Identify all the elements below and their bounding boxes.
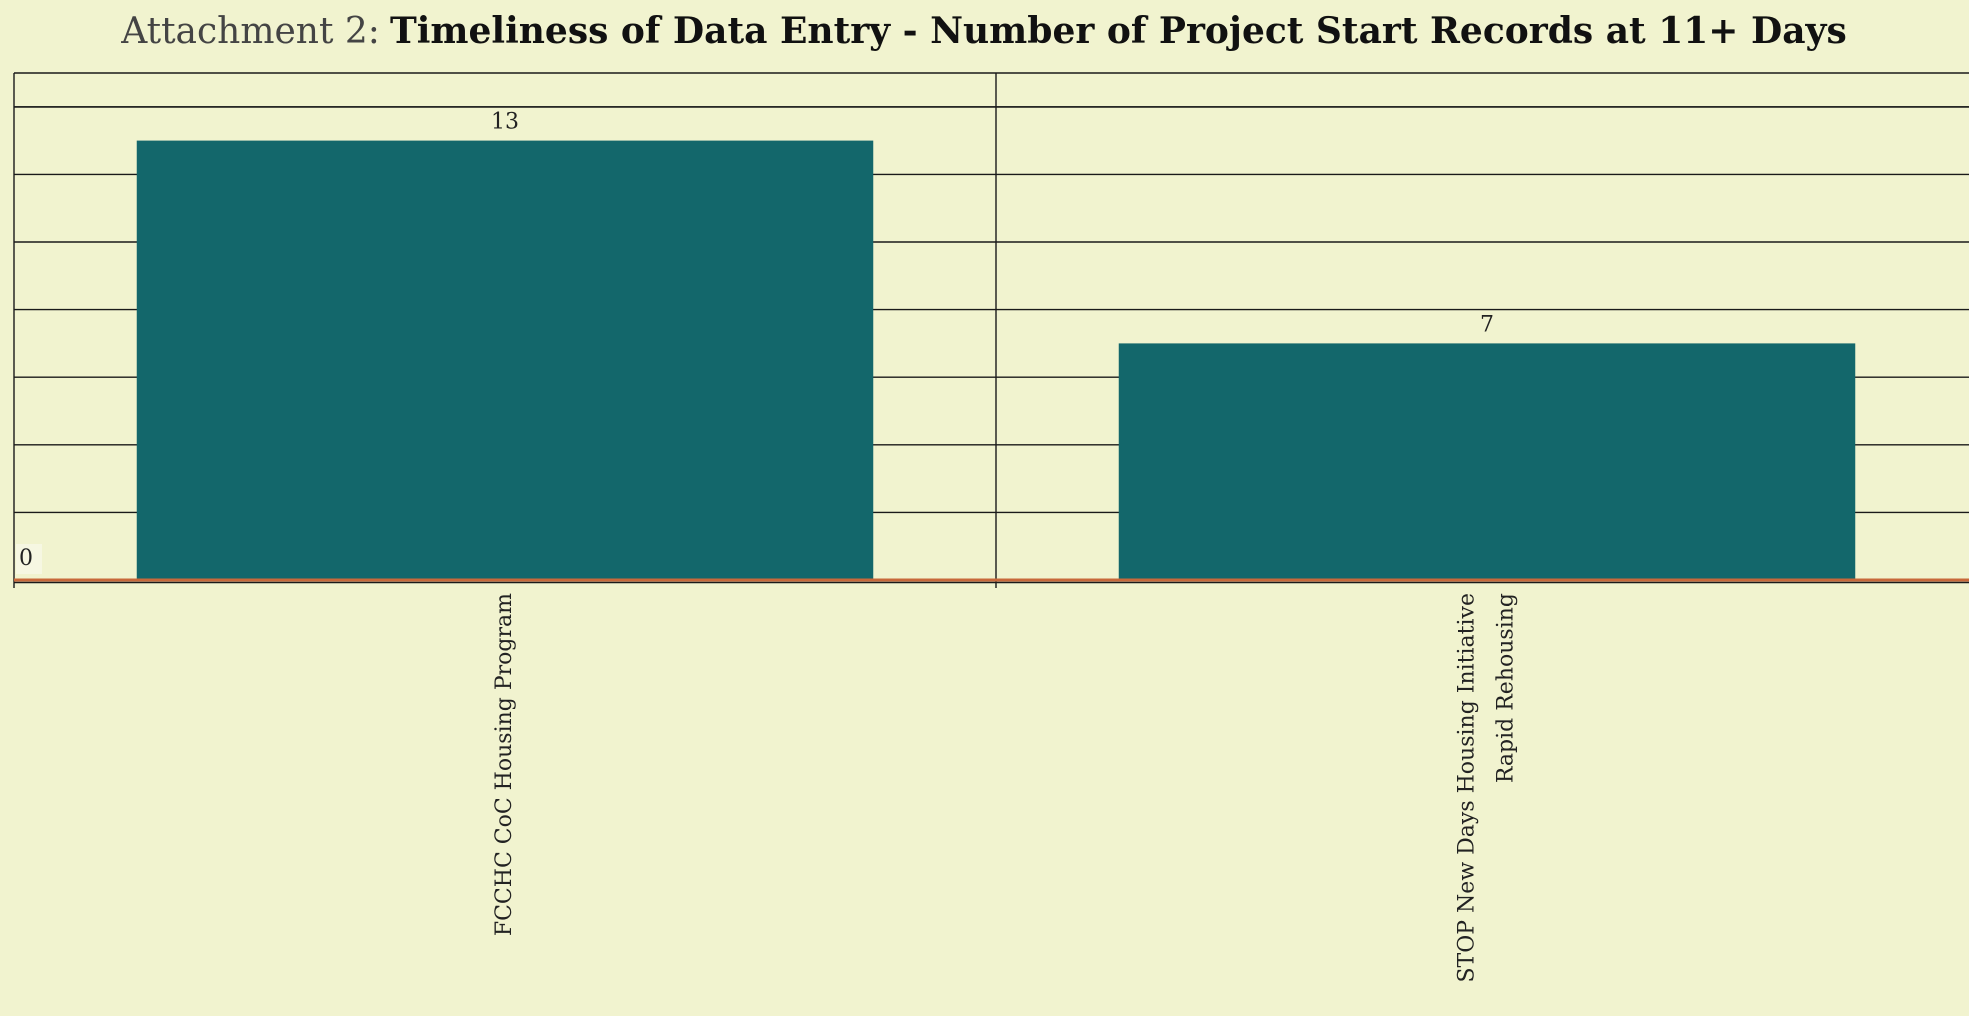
value-label: 7 <box>1480 312 1494 337</box>
x-tick-label: FCCHC CoC Housing Program <box>492 593 517 936</box>
value-label: 13 <box>491 110 519 135</box>
title-main: Timeliness of Data Entry - Number of Pro… <box>390 10 1847 52</box>
title-prefix: Attachment 2: <box>120 11 380 52</box>
x-tick-label-line: STOP New Days Housing Initiative <box>1455 593 1480 983</box>
bar <box>136 140 874 580</box>
x-tick-label-line: FCCHC CoC Housing Program <box>492 593 517 936</box>
x-tick-label: STOP New Days Housing Initiative Rapid Re… <box>1455 593 1519 983</box>
bar <box>1118 343 1856 580</box>
x-tick-label-line: Rapid Rehousing <box>1494 593 1519 783</box>
chart-title: Attachment 2: Timeliness of Data Entry - … <box>120 10 1846 52</box>
y-tick-label-bg <box>16 544 42 574</box>
y-tick-label: 0 <box>19 546 33 571</box>
